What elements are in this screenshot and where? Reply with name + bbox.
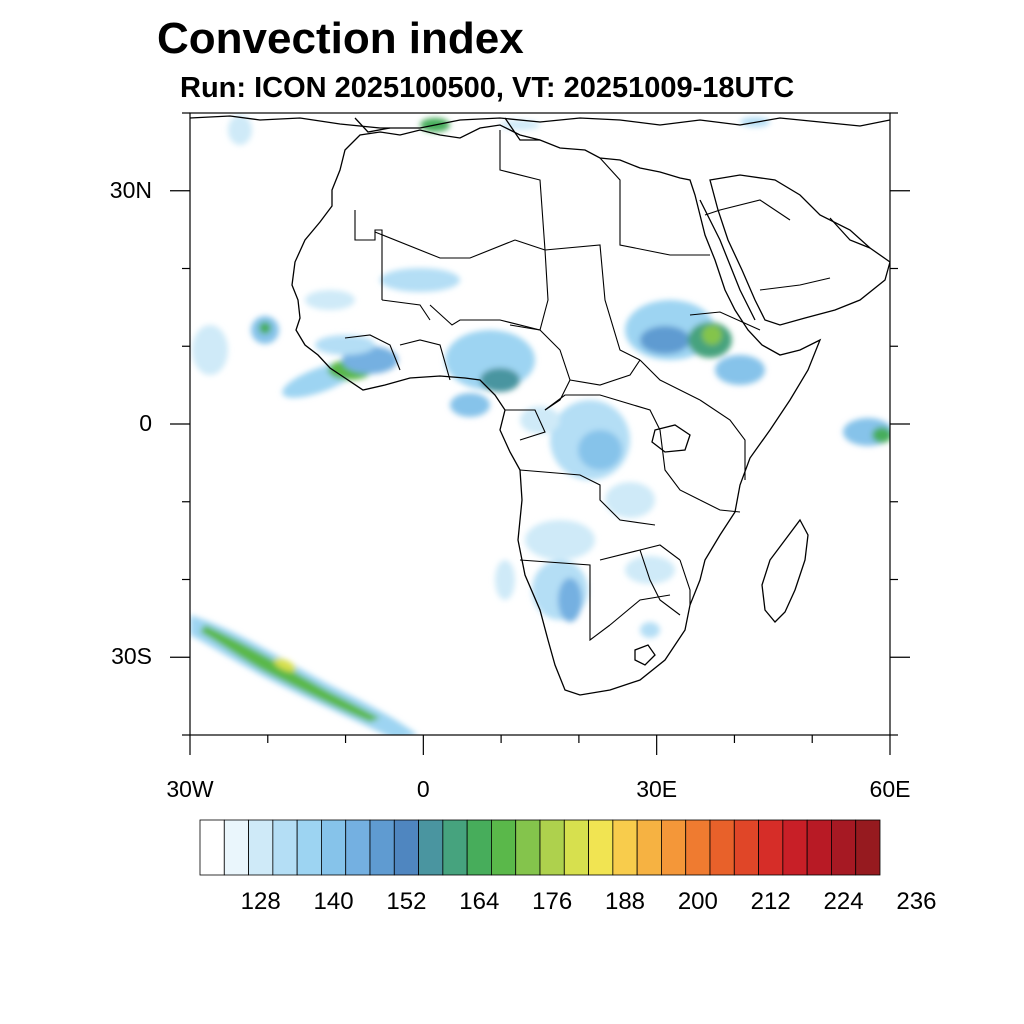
colorbar-swatch xyxy=(709,819,735,876)
colorbar-swatch xyxy=(442,819,468,876)
coastlines xyxy=(190,115,890,696)
colorbar-swatch xyxy=(806,819,832,876)
colorbar-swatch xyxy=(539,819,565,876)
lon-label: 60E xyxy=(869,776,911,802)
colorbar-swatch xyxy=(612,819,638,876)
colorbar-label: 164 xyxy=(459,888,500,915)
colorbar-label: 128 xyxy=(240,888,281,915)
chart-title: Convection index xyxy=(157,14,524,63)
colorbar-swatch xyxy=(758,819,784,876)
lat-label: 30S xyxy=(111,643,152,670)
colorbar-label: 200 xyxy=(677,888,718,915)
lon-label: 30E xyxy=(636,776,678,802)
map-content xyxy=(190,115,890,735)
colorbar-swatch xyxy=(782,819,808,876)
colorbar-label: 140 xyxy=(313,888,354,915)
colorbar-swatch xyxy=(685,819,711,876)
lon-label: 30W xyxy=(166,776,214,802)
colorbar-swatch xyxy=(345,819,371,876)
lon-label: 0 xyxy=(416,776,430,802)
colorbar-label: 224 xyxy=(823,888,864,915)
colorbar-label: 188 xyxy=(604,888,646,915)
colorbar-swatch xyxy=(733,819,759,876)
colorbar-swatch xyxy=(296,819,322,876)
colorbar-swatch xyxy=(588,819,614,876)
colorbar-swatch xyxy=(661,819,687,876)
colorbar-label: 212 xyxy=(750,888,791,915)
colorbar-swatch xyxy=(393,819,419,876)
colorbar-swatch xyxy=(636,819,662,876)
colorbar-swatch xyxy=(418,819,444,876)
colorbar-swatch xyxy=(855,819,881,876)
lat-label: 0 xyxy=(139,410,152,436)
colorbar-swatch xyxy=(563,819,589,876)
colorbar-swatch xyxy=(515,819,541,876)
colorbar-swatch xyxy=(223,819,249,876)
colorbar-swatch xyxy=(272,819,298,876)
colorbar-swatch xyxy=(491,819,517,876)
chart-subtitle: Run: ICON 2025100500, VT: 20251009-18UTC xyxy=(180,72,795,104)
colorbar-label: 176 xyxy=(532,888,573,915)
colorbar-swatch xyxy=(831,819,857,876)
colorbar-swatch xyxy=(466,819,492,876)
colorbar-swatch xyxy=(321,819,347,876)
country-borders xyxy=(344,130,831,642)
colorbar-label: 152 xyxy=(386,888,427,915)
colorbar-swatch xyxy=(248,819,274,876)
axis-ticks xyxy=(170,112,910,755)
lat-label: 30N xyxy=(109,176,152,203)
colorbar-swatch xyxy=(199,819,225,876)
colorbar-swatch xyxy=(369,819,395,876)
colorbar-label: 236 xyxy=(896,888,937,915)
